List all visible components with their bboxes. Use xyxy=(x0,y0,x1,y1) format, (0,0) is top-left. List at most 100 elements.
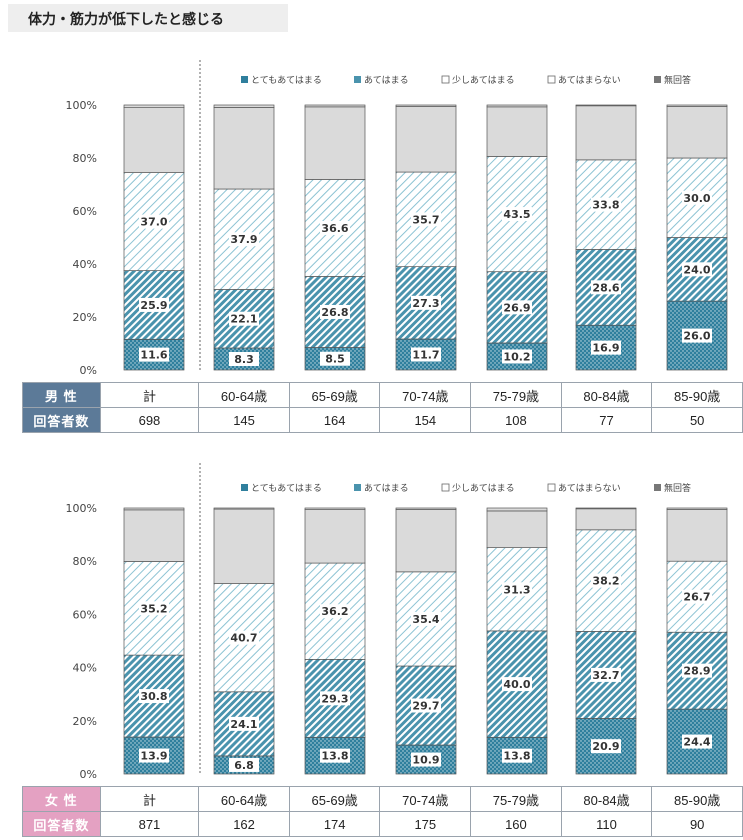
bar-segment xyxy=(395,105,457,173)
y-tick-label: 40% xyxy=(73,662,97,675)
bar-segment xyxy=(213,107,275,190)
legend-swatch xyxy=(241,76,248,83)
data-label-bg xyxy=(411,698,441,713)
data-label-bg xyxy=(320,604,350,619)
male-info-table: 男 性 計 60-64歳 65-69歳 70-74歳 75-79歳 80-84歳… xyxy=(22,382,743,433)
data-label: 8.3 xyxy=(234,353,254,366)
data-label: 40.7 xyxy=(230,632,257,645)
category-cell: 60-64歳 xyxy=(198,786,290,812)
data-label: 29.3 xyxy=(321,692,348,705)
y-tick-label: 0% xyxy=(80,364,97,377)
y-tick-label: 20% xyxy=(73,311,97,324)
respondents-cell: 871 xyxy=(99,811,200,837)
respondents-row: 回答者数 871 162 174 175 160 110 90 xyxy=(22,811,743,837)
respondents-cell: 698 xyxy=(99,407,200,433)
data-label-bg xyxy=(682,328,712,343)
bar-segment xyxy=(395,507,457,510)
data-label: 31.3 xyxy=(503,583,530,596)
y-tick-label: 100% xyxy=(66,502,97,515)
bar-segment xyxy=(666,507,728,510)
data-label-bg xyxy=(502,582,532,597)
data-label-bg xyxy=(229,716,259,731)
category-cell: 計 xyxy=(99,786,200,812)
data-label: 24.1 xyxy=(230,718,257,731)
bar-segment xyxy=(395,338,457,371)
bar-segment xyxy=(213,508,275,584)
data-label-bg xyxy=(139,297,169,312)
data-label-bg xyxy=(591,197,621,212)
bar-segment xyxy=(123,270,185,340)
respondents-cell: 154 xyxy=(379,407,472,433)
data-label: 36.2 xyxy=(321,605,348,618)
data-label: 35.2 xyxy=(140,602,167,615)
bar-segment xyxy=(575,508,637,531)
data-label: 13.8 xyxy=(321,750,348,763)
data-label: 6.8 xyxy=(234,759,254,772)
data-label: 27.3 xyxy=(412,297,439,310)
bar-segment xyxy=(486,507,548,512)
data-label-bg xyxy=(320,748,350,763)
respondents-cell: 50 xyxy=(651,407,743,433)
bar-segment xyxy=(486,510,548,548)
bar-segment xyxy=(486,630,548,738)
legend-swatch xyxy=(441,483,450,492)
y-tick-label: 80% xyxy=(73,555,97,568)
data-label: 10.2 xyxy=(503,350,530,363)
data-label: 20.9 xyxy=(592,740,619,753)
category-cell: 計 xyxy=(99,382,200,408)
y-tick-label: 0% xyxy=(80,768,97,781)
data-label-bg xyxy=(682,589,712,604)
page-title: 体力・筋力が低下したと感じる xyxy=(28,12,224,28)
bar-segment xyxy=(304,106,366,180)
data-label: 32.7 xyxy=(592,669,619,682)
legend-swatch xyxy=(241,484,248,491)
data-label: 13.8 xyxy=(503,750,530,763)
category-cell: 65-69歳 xyxy=(288,786,381,812)
category-cell: 60-64歳 xyxy=(198,382,290,408)
data-label: 28.6 xyxy=(592,281,619,294)
data-label-bg xyxy=(320,304,350,319)
data-label: 26.7 xyxy=(683,591,710,604)
gender-label-male: 男 性 xyxy=(22,382,101,408)
bar-segment xyxy=(486,104,548,108)
data-label-bg xyxy=(502,677,532,692)
respondents-cell: 110 xyxy=(560,811,653,837)
data-label-bg xyxy=(502,300,532,315)
bar-segment xyxy=(304,507,366,510)
bar-segment xyxy=(666,104,728,107)
data-label-bg xyxy=(591,340,621,355)
data-label-bg xyxy=(320,691,350,706)
data-label-bg xyxy=(502,207,532,222)
data-label-bg xyxy=(502,349,532,364)
data-label-bg xyxy=(229,630,259,645)
category-cell: 75-79歳 xyxy=(470,382,562,408)
data-label: 11.7 xyxy=(412,348,439,361)
data-label-bg xyxy=(229,352,259,367)
respondents-cell: 145 xyxy=(198,407,290,433)
data-label-bg xyxy=(411,212,441,227)
data-label-bg xyxy=(139,689,169,704)
data-label-bg xyxy=(682,663,712,678)
data-label-bg xyxy=(591,739,621,754)
title-box xyxy=(8,4,288,32)
data-label-bg xyxy=(139,748,169,763)
category-cell: 70-74歳 xyxy=(379,382,472,408)
category-cell: 80-84歳 xyxy=(560,786,653,812)
bar-segment xyxy=(486,106,548,157)
data-label-bg xyxy=(229,232,259,247)
gender-label-female: 女 性 xyxy=(22,786,101,812)
legend-label: とてもあてはまる xyxy=(251,75,322,86)
respondents-row: 回答者数 698 145 164 154 108 77 50 xyxy=(22,407,743,433)
bar-segment xyxy=(575,104,637,107)
bar-segment xyxy=(395,508,457,573)
bar-segment xyxy=(213,104,275,108)
data-label: 16.9 xyxy=(592,342,619,355)
data-label: 10.9 xyxy=(412,754,439,767)
data-label-bg xyxy=(591,573,621,588)
data-label-bg xyxy=(411,752,441,767)
legend-label: 無回答 xyxy=(664,482,691,494)
category-cell: 75-79歳 xyxy=(470,786,562,812)
bar-segment xyxy=(575,507,637,510)
legend-label: あてはまらない xyxy=(558,75,621,86)
legend-swatch xyxy=(354,76,361,83)
